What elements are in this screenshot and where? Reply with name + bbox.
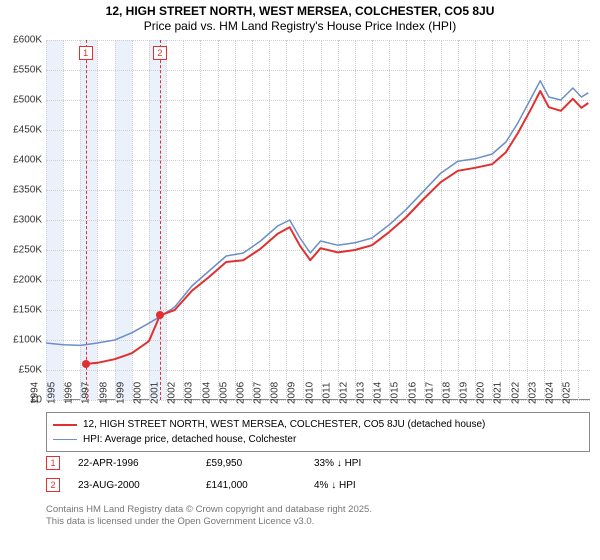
gridline-h — [46, 400, 590, 401]
transaction-hpi-delta: 4% ↓ HPI — [314, 480, 424, 491]
legend-label: HPI: Average price, detached house, Colc… — [83, 432, 296, 447]
series-svg — [46, 40, 590, 400]
transaction-hpi-delta: 33% ↓ HPI — [314, 458, 424, 469]
transaction-row: 1 22-APR-1996 £59,950 33% ↓ HPI — [46, 452, 590, 474]
transaction-price: £59,950 — [206, 458, 296, 469]
transaction-badge: 1 — [46, 456, 60, 470]
legend: 12, HIGH STREET NORTH, WEST MERSEA, COLC… — [46, 412, 590, 452]
footnote-line2: This data is licensed under the Open Gov… — [46, 516, 590, 528]
y-tick-label: £250K — [13, 245, 42, 256]
y-tick-label: £400K — [13, 155, 42, 166]
footnote-line1: Contains HM Land Registry data © Crown c… — [46, 504, 590, 516]
transaction-badge: 2 — [46, 478, 60, 492]
y-tick-label: £550K — [13, 65, 42, 76]
footnote: Contains HM Land Registry data © Crown c… — [46, 504, 590, 529]
sale-marker-dot — [156, 311, 164, 319]
title-address: 12, HIGH STREET NORTH, WEST MERSEA, COLC… — [0, 4, 600, 19]
series-hpi — [46, 81, 588, 346]
legend-row: HPI: Average price, detached house, Colc… — [53, 432, 583, 447]
y-tick-label: £600K — [13, 35, 42, 46]
y-tick-label: £200K — [13, 275, 42, 286]
legend-label: 12, HIGH STREET NORTH, WEST MERSEA, COLC… — [83, 417, 485, 432]
y-tick-label: £150K — [13, 305, 42, 316]
sale-marker-dot — [82, 360, 90, 368]
transaction-price: £141,000 — [206, 480, 296, 491]
transaction-date: 23-AUG-2000 — [78, 480, 188, 491]
legend-swatch — [53, 439, 77, 440]
transaction-date: 22-APR-1996 — [78, 458, 188, 469]
legend-row: 12, HIGH STREET NORTH, WEST MERSEA, COLC… — [53, 417, 583, 432]
y-tick-label: £100K — [13, 335, 42, 346]
y-tick-label: £500K — [13, 95, 42, 106]
chart-title: 12, HIGH STREET NORTH, WEST MERSEA, COLC… — [0, 0, 600, 34]
y-tick-label: £50K — [19, 365, 42, 376]
y-tick-label: £450K — [13, 125, 42, 136]
transactions-table: 1 22-APR-1996 £59,950 33% ↓ HPI 2 23-AUG-2000… — [46, 452, 590, 496]
x-tick-label: 1994 — [30, 382, 41, 404]
y-tick-label: £350K — [13, 185, 42, 196]
y-tick-label: £300K — [13, 215, 42, 226]
transaction-row: 2 23-AUG-2000 £141,000 4% ↓ HPI — [46, 474, 590, 496]
chart-plot-area: £0£50K£100K£150K£200K£250K£300K£350K£400… — [46, 40, 590, 400]
title-subtitle: Price paid vs. HM Land Registry's House … — [0, 19, 600, 34]
legend-swatch — [53, 424, 77, 426]
